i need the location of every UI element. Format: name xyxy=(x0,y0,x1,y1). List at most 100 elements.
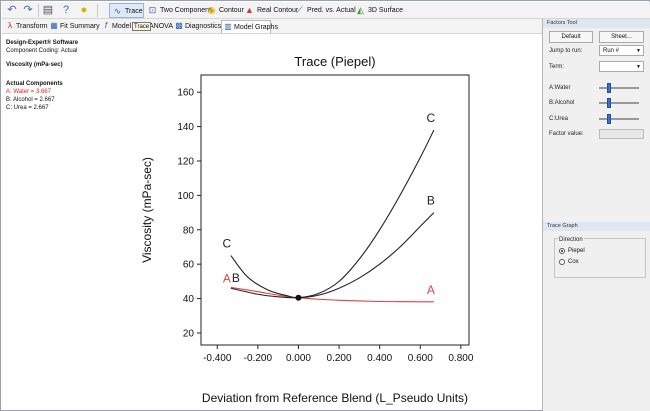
factor-label-urea: C:Urea xyxy=(549,116,569,122)
component-b-value: B: Alcohol = 2.667 xyxy=(6,97,55,103)
slider-thumb[interactable] xyxy=(606,83,611,93)
tab-anova[interactable]: ANOVA xyxy=(137,20,173,33)
jump-to-run-label: Jump to run: xyxy=(549,48,583,54)
pred-vs-actual-button[interactable]: ⟋ Pred. vs. Actual xyxy=(292,3,355,18)
factor-label-water: A:Water xyxy=(549,85,571,91)
model-graphs-icon: ▥ xyxy=(224,22,232,31)
chevron-down-icon: ▼ xyxy=(636,48,641,54)
y-axis: 20 40 60 80 100 120 140 160 xyxy=(177,88,201,339)
redo-icon[interactable]: ↷ xyxy=(23,4,33,16)
lightbulb-icon[interactable]: ● xyxy=(80,4,88,16)
contour-icon: ◉ xyxy=(207,5,216,15)
radio-cox[interactable]: Cox xyxy=(559,258,579,266)
series-label-start-b: B xyxy=(232,271,240,285)
slider-urea[interactable] xyxy=(599,114,639,124)
x-tick-label: 0.200 xyxy=(327,353,352,364)
tab-diagnostics-label: Diagnostics xyxy=(185,23,222,30)
pred-vs-actual-label: Pred. vs. Actual xyxy=(307,7,356,14)
transform-icon: λ xyxy=(8,21,12,30)
main-toolbar: ↶ ↷ ▤ ? ● ∿ Trace ⊡ Two Component ◉ Cont… xyxy=(2,2,650,19)
response-name: Viscosity (mPa-sec) xyxy=(6,62,63,68)
term-select[interactable]: ▼ xyxy=(599,61,644,72)
component-c-value: C: Urea = 2.667 xyxy=(6,105,49,111)
y-tick-label: 20 xyxy=(183,328,195,339)
y-axis-label: Viscosity (mPa-sec) xyxy=(141,157,154,263)
trace-icon: ∿ xyxy=(113,6,122,16)
real-contour-label: Real Contour xyxy=(257,7,299,14)
factor-value-input[interactable] xyxy=(599,129,644,139)
factors-tool-header: Factors Tool xyxy=(543,19,650,28)
surface-3d-button[interactable]: ◭ 3D Surface xyxy=(353,3,403,18)
tab-fit-summary[interactable]: ▦ Fit Summary xyxy=(48,20,99,33)
real-contour-icon: ▲ xyxy=(245,5,254,15)
x-tick-label: 0.800 xyxy=(448,353,473,364)
radio-piepel[interactable]: Piepel xyxy=(559,247,585,255)
jump-to-run-value: Run # xyxy=(603,48,620,54)
tab-transform-label: Transform xyxy=(16,23,48,30)
factor-label-alcohol: B:Alcohol xyxy=(549,100,575,106)
x-tick-label: 0.600 xyxy=(408,353,433,364)
slider-thumb[interactable] xyxy=(606,114,611,124)
slider-track xyxy=(599,102,639,104)
contour-label: Contour xyxy=(219,7,244,14)
two-component-button[interactable]: ⊡ Two Component xyxy=(145,3,211,18)
slider-track xyxy=(599,118,639,120)
chart-title: Trace (Piepel) xyxy=(294,54,375,69)
print-icon[interactable]: ▤ xyxy=(42,4,54,16)
toolbar-separator xyxy=(97,4,98,17)
help-icon[interactable]: ? xyxy=(62,4,70,16)
direction-group: Direction Piepel Cox xyxy=(554,236,646,278)
slider-water[interactable] xyxy=(599,83,639,93)
slider-alcohol[interactable] xyxy=(599,98,639,108)
series-label-end-b: B xyxy=(427,194,435,208)
analysis-tabs: λ Transform ▦ Fit Summary f Model ANOVA … xyxy=(2,19,542,34)
y-tick-label: 80 xyxy=(183,225,195,236)
tab-model[interactable]: f Model xyxy=(100,20,133,33)
slider-thumb[interactable] xyxy=(606,98,611,108)
sheet-button[interactable]: Sheet... xyxy=(599,31,644,43)
x-axis-label: Deviation from Reference Blend (L_Pseudo… xyxy=(202,391,468,405)
radio-cox-label: Cox xyxy=(568,259,579,265)
jump-to-run-select[interactable]: Run # ▼ xyxy=(599,45,644,56)
plot-frame xyxy=(200,74,470,346)
contour-button[interactable]: ◉ Contour xyxy=(204,3,244,18)
y-tick-label: 60 xyxy=(183,260,195,271)
tab-model-graphs-label: Model Graphs xyxy=(234,24,278,31)
chevron-down-icon: ▼ xyxy=(636,64,641,70)
tab-anova-label: ANOVA xyxy=(149,23,173,30)
trace-graph-header: Trace Graph xyxy=(543,222,650,231)
trace-tooltip: Trace xyxy=(132,22,152,31)
components-title: Actual Components xyxy=(6,81,63,87)
series-label-end-a: A xyxy=(427,283,435,297)
tab-model-graphs[interactable]: ▥ Model Graphs xyxy=(221,20,278,33)
diagnostics-icon: ▩ xyxy=(175,21,183,30)
two-component-icon: ⊡ xyxy=(148,5,157,15)
radio-piepel-label: Piepel xyxy=(568,248,585,254)
real-contour-button[interactable]: ▲ Real Contour xyxy=(242,3,298,18)
component-a-value: A: Water = 3.667 xyxy=(6,89,51,95)
series-label-start-c: C xyxy=(223,237,232,251)
undo-icon[interactable]: ↶ xyxy=(7,4,17,16)
radio-dot xyxy=(559,259,565,265)
x-tick-label: 0.400 xyxy=(367,353,392,364)
term-label: Term: xyxy=(549,64,564,70)
x-axis: -0.400 -0.200 0.000 0.200 0.400 0.600 0.800 xyxy=(203,345,474,364)
series-line-a xyxy=(230,286,434,303)
model-icon: f xyxy=(104,21,108,30)
factor-value-label: Factor value: xyxy=(549,131,584,137)
trace-button[interactable]: ∿ Trace xyxy=(109,3,144,18)
fit-summary-icon: ▦ xyxy=(50,21,58,30)
software-name: Design-Expert® Software xyxy=(6,40,79,46)
series-lines xyxy=(230,129,435,303)
radio-dot xyxy=(559,248,565,254)
tab-model-label: Model xyxy=(112,23,132,30)
tab-transform[interactable]: λ Transform xyxy=(4,20,48,33)
y-tick-label: 160 xyxy=(177,88,194,99)
tab-diagnostics[interactable]: ▩ Diagnostics xyxy=(173,20,222,33)
trace-label: Trace xyxy=(125,8,143,15)
default-button[interactable]: Default xyxy=(549,31,593,43)
series-label-start-a: A xyxy=(223,271,231,285)
design-info-panel: Design-Expert® Software Component Coding… xyxy=(6,39,78,112)
direction-label: Direction xyxy=(558,236,584,244)
